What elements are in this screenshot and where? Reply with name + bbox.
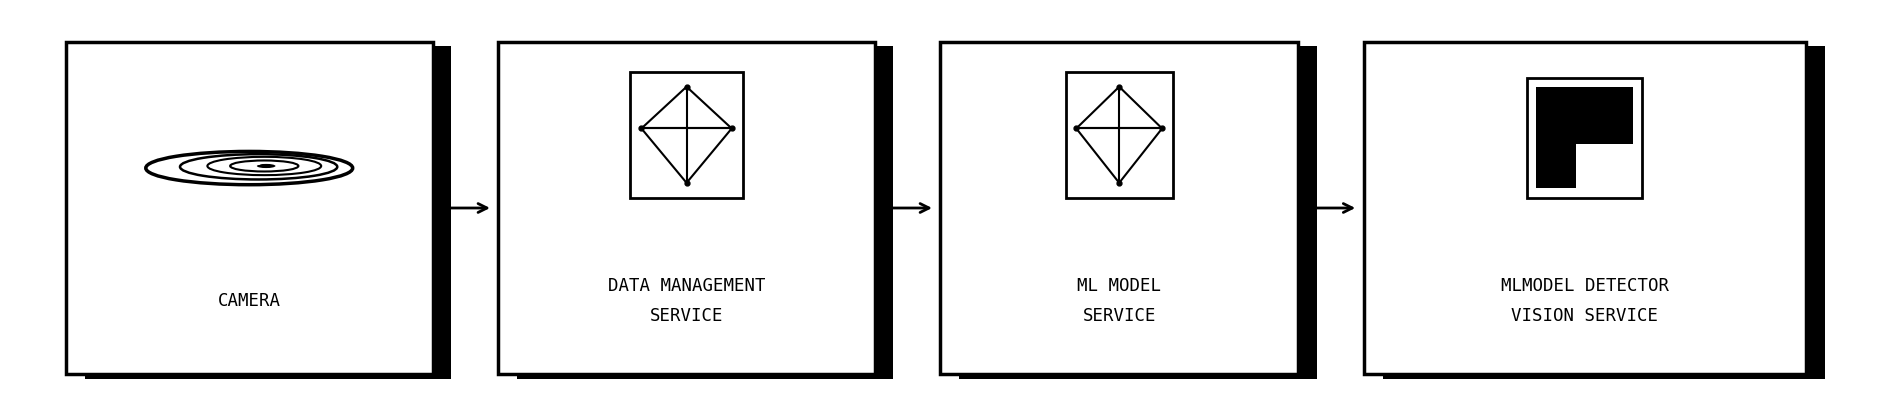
Bar (1363, 42, 1805, 374)
Text: CAMERA: CAMERA (218, 292, 280, 310)
Ellipse shape (254, 163, 259, 165)
Bar (1575, 144, 1600, 188)
Text: DATA MANAGEMENT
SERVICE: DATA MANAGEMENT SERVICE (607, 277, 765, 325)
Bar (940, 42, 1297, 374)
Bar (1575, 87, 1632, 144)
Bar (1382, 46, 1824, 379)
Ellipse shape (258, 164, 274, 168)
Bar (498, 42, 874, 374)
Bar (517, 46, 893, 379)
Bar (1064, 72, 1173, 198)
Text: ML MODEL
SERVICE: ML MODEL SERVICE (1077, 277, 1160, 325)
Bar (1536, 87, 1598, 188)
Text: MLMODEL DETECTOR
VISION SERVICE: MLMODEL DETECTOR VISION SERVICE (1500, 277, 1668, 325)
Bar (630, 72, 743, 198)
Bar (66, 42, 432, 374)
Bar (1527, 78, 1641, 198)
Bar (85, 46, 451, 379)
Bar (959, 46, 1316, 379)
